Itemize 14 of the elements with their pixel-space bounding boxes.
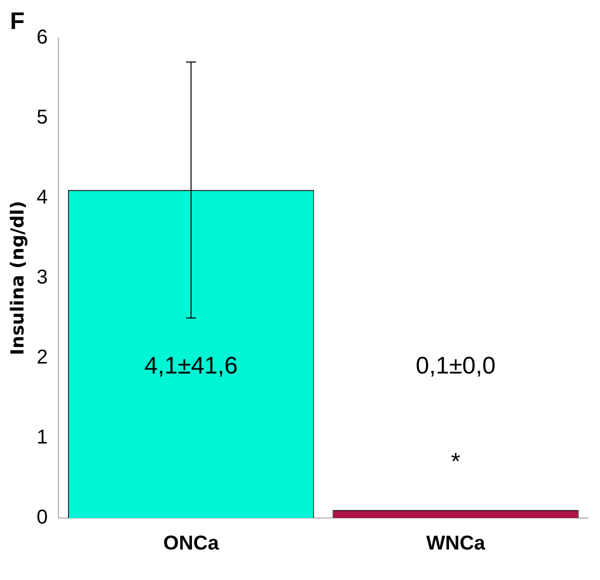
- annotation: *: [451, 448, 460, 476]
- y-tick-label: 2: [36, 346, 48, 369]
- x-tick-label: WNCa: [426, 532, 486, 555]
- y-axis-title: Insulina (ng/dl): [7, 200, 28, 356]
- y-tick-label: 6: [36, 26, 48, 49]
- y-tick-label: 5: [36, 106, 48, 129]
- y-tick-label: 3: [36, 266, 48, 289]
- chart-title: F: [10, 8, 25, 36]
- annotation: 0,1±0,0: [416, 352, 496, 380]
- y-tick-label: 1: [36, 426, 48, 449]
- y-tick-label: 4: [36, 186, 48, 209]
- annotation: 4,1±41,6: [144, 352, 238, 380]
- y-tick-label: 0: [36, 506, 48, 529]
- x-tick-label: ONCa: [163, 532, 220, 555]
